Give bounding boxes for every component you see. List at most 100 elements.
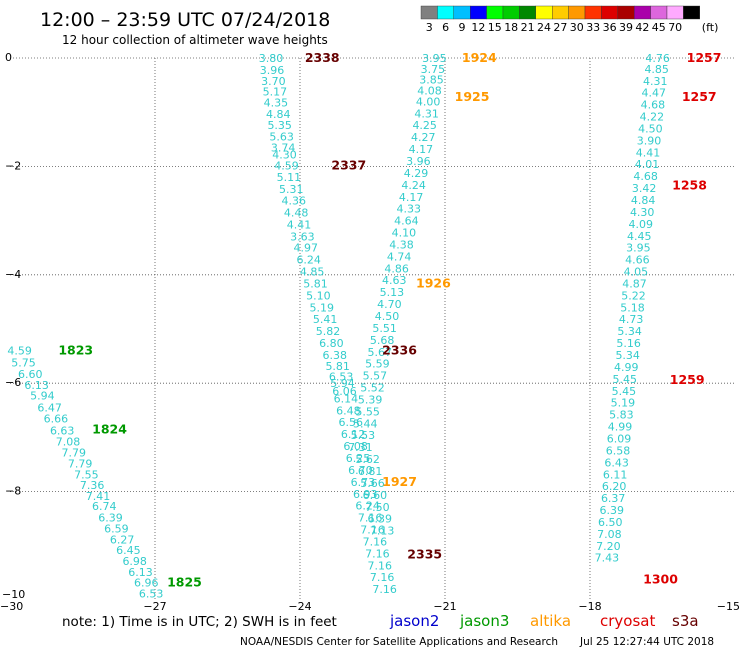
y-tick-label: −10 — [2, 588, 25, 601]
swh-value: 3.95 — [422, 52, 447, 65]
sat-key-cryosat: cryosat — [600, 612, 655, 630]
map-grid — [10, 57, 735, 600]
sat-key-jason2: jason2 — [389, 612, 439, 630]
swh-value: 5.55 — [355, 405, 380, 418]
swh-value: 3.75 — [421, 63, 446, 76]
legend-swatch — [535, 5, 553, 20]
legend-swatch — [502, 5, 520, 20]
swh-value: 7.16 — [370, 571, 395, 584]
swh-value: 5.10 — [306, 289, 331, 302]
legend-swatch — [470, 5, 487, 20]
swh-value: 4.86 — [384, 262, 409, 275]
swh-value: 4.47 — [642, 87, 667, 100]
legend-swatch — [552, 5, 569, 20]
swh-value: 5.94 — [330, 377, 355, 390]
swh-value: 6.11 — [603, 468, 628, 481]
legend-label: 24 — [537, 21, 551, 34]
swh-value: 4.30 — [630, 206, 655, 219]
legend-label: 3 — [426, 21, 433, 34]
swh-value: 3.74 — [271, 141, 296, 154]
swh-value: 7.16 — [365, 547, 390, 560]
legend-label: 70 — [668, 21, 682, 34]
sat-key-jason3: jason3 — [459, 612, 509, 630]
swh-value: 6.13 — [128, 566, 153, 579]
swh-value: 5.62 — [355, 453, 380, 466]
swh-value: 5.75 — [11, 357, 36, 370]
swh-value: 4.63 — [382, 274, 407, 287]
swh-value: 7.13 — [370, 525, 395, 538]
sat-key-s3a: s3a — [672, 612, 699, 630]
swh-value: 6.80 — [319, 337, 344, 350]
swh-value: 4.01 — [635, 158, 660, 171]
swh-value: 7.31 — [348, 441, 373, 454]
swh-value: 5.22 — [621, 289, 646, 302]
swh-value: 7.08 — [56, 436, 81, 449]
pass-time-cryosat: 1259 — [670, 372, 705, 387]
y-tick-label: −8 — [5, 485, 21, 498]
swh-value: 6.66 — [44, 412, 69, 425]
legend-label: 18 — [504, 21, 518, 34]
swh-value: 6.39 — [368, 513, 393, 526]
swh-value: 7.79 — [68, 457, 93, 470]
y-tick-label: −2 — [5, 159, 21, 172]
swh-value: 3.70 — [261, 75, 286, 88]
swh-value: 6.56 — [339, 416, 364, 429]
swh-value: 6.93 — [353, 488, 378, 501]
swh-value: 4.74 — [387, 250, 412, 263]
swh-value: 5.45 — [613, 373, 638, 386]
swh-value: 5.81 — [325, 360, 350, 373]
x-tick-label: −15 — [717, 600, 740, 613]
swh-value: 4.35 — [264, 96, 289, 109]
swh-value: 4.85 — [644, 63, 669, 76]
swh-value: 7.43 — [595, 552, 620, 565]
altimeter-tracks: 4.595.756.606.135.946.476.666.637.087.79… — [7, 52, 670, 600]
swh-value: 5.17 — [263, 86, 288, 99]
color-legend: 3 6 9 12 15 18 21 24 27 30 33 36 39 42 45 70 (ft) — [420, 5, 718, 34]
swh-value: 6.27 — [110, 533, 135, 546]
swh-value: 7.79 — [62, 447, 87, 460]
swh-value: 5.67 — [368, 346, 393, 359]
swh-value: 4.27 — [411, 131, 436, 144]
swh-value: 6.73 — [351, 476, 376, 489]
legend-swatch — [617, 5, 635, 20]
y-axis-tick-labels: 0 −2 −4 −6 −8 −10 — [2, 51, 25, 601]
swh-value: 4.59 — [7, 345, 32, 358]
swh-value: 5.34 — [617, 325, 642, 338]
swh-value: 5.45 — [612, 385, 637, 398]
swh-value: 5.51 — [372, 322, 397, 335]
swh-value: 6.48 — [336, 404, 361, 417]
swh-value: 5.81 — [303, 277, 328, 290]
swh-value: 4.05 — [624, 266, 649, 279]
swh-value: 6.60 — [18, 368, 43, 381]
swh-value: 6.58 — [606, 444, 631, 457]
swh-value: 6.13 — [24, 379, 49, 392]
legend-label: 30 — [570, 21, 584, 34]
swh-value: 6.60 — [363, 489, 388, 502]
swh-value: 5.53 — [351, 429, 376, 442]
legend-swatch — [437, 5, 454, 20]
swh-value: 5.68 — [370, 334, 395, 347]
swh-value: 5.94 — [30, 390, 55, 403]
track-altika: 3.953.753.854.084.004.314.254.274.173.96… — [348, 52, 446, 538]
swh-value: 4.08 — [417, 85, 442, 98]
swh-value: 4.45 — [627, 230, 652, 243]
pass-time-altika: 1927 — [382, 474, 417, 489]
swh-value: 5.31 — [279, 183, 304, 196]
swh-value: 6.96 — [134, 577, 159, 590]
swh-value: 3.95 — [626, 242, 651, 255]
legend-label: 6 — [442, 21, 449, 34]
legend-label: 42 — [635, 21, 649, 34]
swh-value: 4.38 — [389, 238, 414, 251]
swh-value: 6.12 — [341, 428, 366, 441]
swh-value: 4.99 — [614, 361, 639, 374]
swh-value: 6.74 — [92, 500, 117, 513]
legend-swatch — [666, 5, 684, 20]
pass-time-cryosat: 1257 — [687, 50, 722, 65]
swh-value: 4.66 — [625, 254, 650, 267]
legend-swatch — [453, 5, 471, 20]
legend-swatch — [519, 5, 537, 20]
swh-value: 4.50 — [638, 122, 663, 135]
swh-value: 5.59 — [365, 358, 390, 371]
swh-value: 6.09 — [607, 432, 632, 445]
